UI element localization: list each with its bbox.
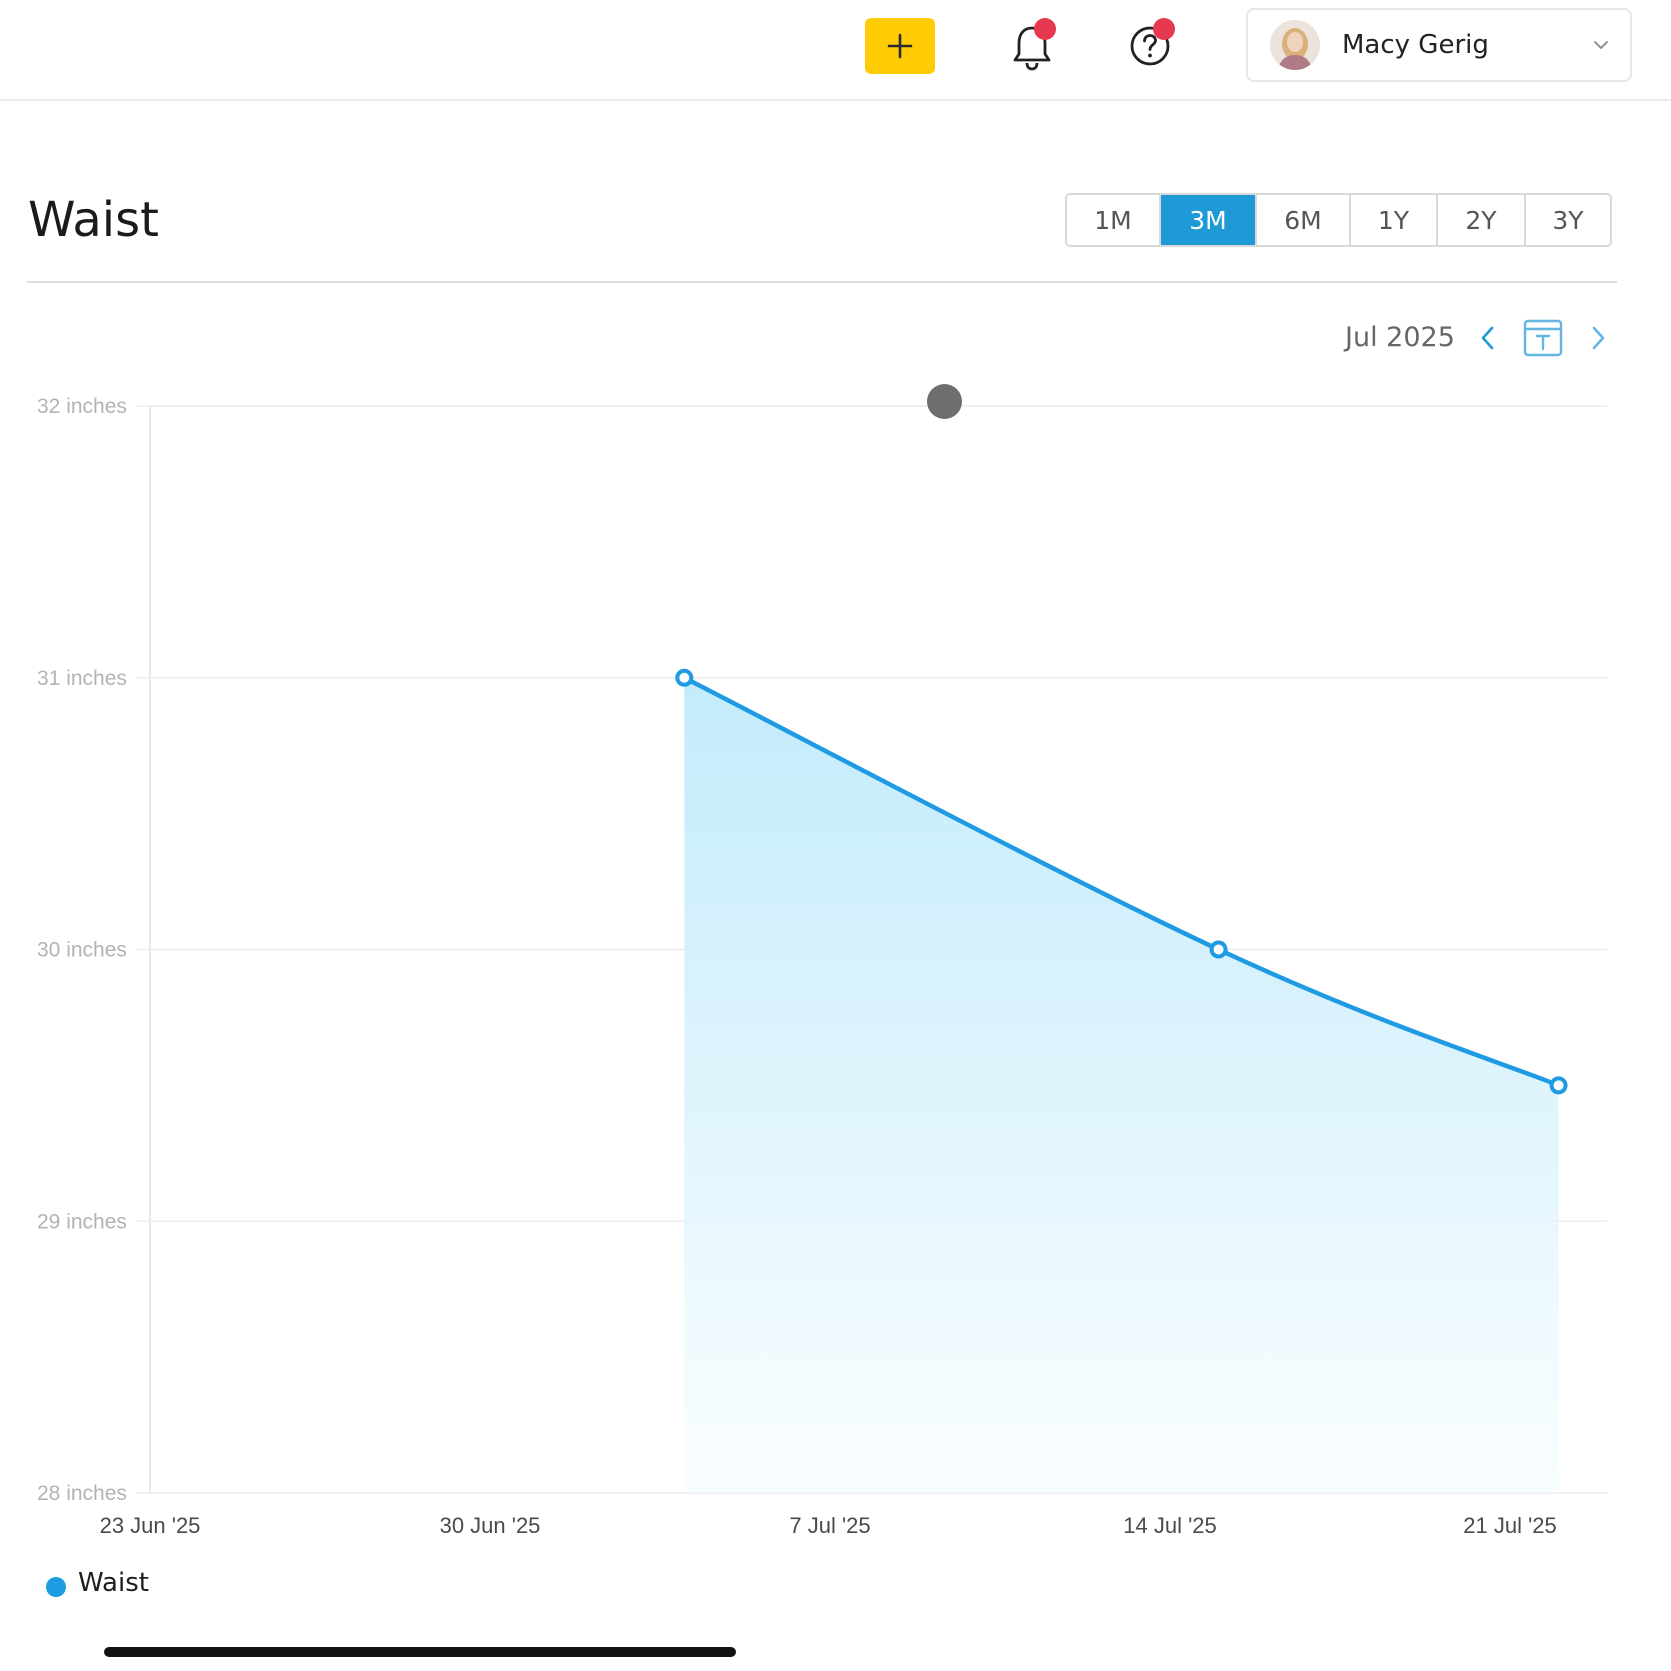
header-divider [27,281,1617,283]
help-icon [1130,26,1170,66]
y-tick-label: 30 inches [37,939,127,962]
y-tick-label: 28 inches [37,1482,127,1505]
x-tick-label: 23 Jun '25 [100,1513,201,1538]
y-tick-label: 31 inches [37,667,127,690]
data-point[interactable] [1549,1076,1568,1095]
legend-label-waist: Waist [78,1568,149,1598]
help-button[interactable] [1120,16,1180,76]
range-1y-button[interactable]: 1Y [1351,195,1438,245]
waist-line [682,675,1561,1088]
top-bar: Macy Gerig [0,0,1671,101]
x-tick-label: 30 Jun '25 [440,1513,541,1538]
next-month-button[interactable] [1588,322,1608,358]
chart-legend[interactable]: Waist [46,1568,149,1598]
x-tick-label: 14 Jul '25 [1123,1513,1217,1538]
avatar [1270,20,1320,70]
waist-area [684,677,1559,1493]
help-badge [1153,18,1175,40]
time-range-selector: 1M 3M 6M 1Y 2Y 3Y [1065,193,1612,247]
today-button[interactable] [1522,317,1564,363]
range-1m-button[interactable]: 1M [1067,195,1161,245]
range-2y-button[interactable]: 2Y [1438,195,1526,245]
range-6m-button[interactable]: 6M [1257,195,1351,245]
add-button[interactable] [865,18,935,74]
data-point[interactable] [1209,940,1228,959]
y-tick-label: 32 inches [37,395,127,418]
notifications-button[interactable] [1002,18,1062,78]
legend-dot-waist [46,1577,66,1597]
range-3m-button[interactable]: 3M [1161,195,1257,245]
data-point[interactable] [675,668,694,687]
waist-chart: 28 inches 29 inches 30 inches 31 inches 32 i… [37,395,1607,1538]
user-menu[interactable]: Macy Gerig [1246,8,1632,82]
calendar-today-icon [1523,319,1563,357]
y-tick-label: 29 inches [37,1210,127,1233]
x-tick-label: 21 Jul '25 [1463,1513,1557,1538]
plus-icon [887,33,913,59]
home-indicator [104,1647,736,1657]
chevron-left-icon [1481,326,1494,350]
chart-scroll-handle[interactable] [927,384,962,419]
chevron-right-icon [1592,326,1605,350]
month-label: Jul 2025 [1345,322,1455,353]
previous-month-button[interactable] [1478,322,1498,358]
user-name: Macy Gerig [1342,30,1489,60]
chevron-down-icon [1594,41,1608,49]
x-tick-label: 7 Jul '25 [789,1513,870,1538]
notification-badge [1034,18,1056,40]
range-3y-button[interactable]: 3Y [1552,205,1584,235]
page-title: Waist [28,192,159,248]
